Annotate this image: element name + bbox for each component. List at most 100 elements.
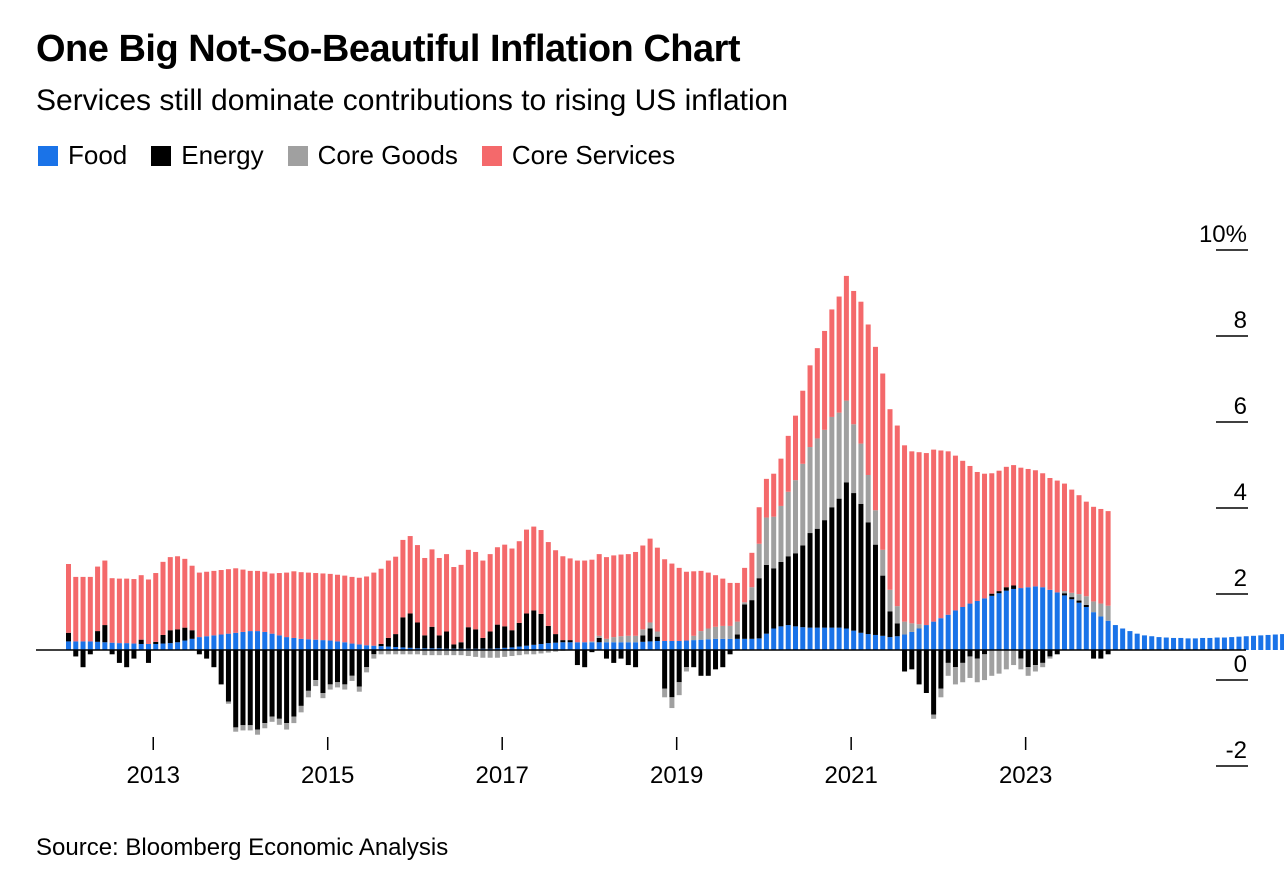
bar-core-services xyxy=(160,561,166,635)
bar-food xyxy=(524,645,530,650)
bar-core-goods xyxy=(742,602,748,605)
bar-food xyxy=(284,637,290,650)
bar-energy xyxy=(698,650,704,676)
bar-food xyxy=(436,648,442,650)
bar-core-goods xyxy=(1105,605,1111,621)
bar-food xyxy=(1265,634,1271,650)
bar-core-services xyxy=(545,542,551,626)
bar-energy xyxy=(284,650,290,724)
bar-core-services xyxy=(182,558,188,628)
bar-core-services xyxy=(429,549,435,627)
bar-core-services xyxy=(1061,483,1067,592)
bar-food xyxy=(567,642,573,650)
bar-core-services xyxy=(662,559,668,641)
bar-core-goods xyxy=(1003,650,1009,670)
bar-food xyxy=(843,628,849,650)
bar-core-goods xyxy=(603,638,609,643)
legend-item-food: Food xyxy=(38,140,127,171)
bar-energy xyxy=(436,635,442,649)
bar-energy xyxy=(843,482,849,629)
bar-food xyxy=(393,646,399,650)
bar-food xyxy=(967,603,973,650)
bar-energy xyxy=(654,636,660,641)
bar-core-services xyxy=(698,570,704,632)
bar-core-services xyxy=(553,550,559,635)
bar-energy xyxy=(553,634,559,643)
bar-core-services xyxy=(196,572,202,638)
bar-core-services xyxy=(734,582,740,622)
bar-energy xyxy=(465,627,471,649)
bar-food xyxy=(960,607,966,650)
bar-core-services xyxy=(618,554,624,637)
bar-food xyxy=(1236,636,1242,650)
bar-energy xyxy=(683,650,689,668)
bar-core-goods xyxy=(305,690,311,698)
bar-food xyxy=(611,642,617,650)
bar-core-services xyxy=(327,573,333,641)
bar-energy xyxy=(625,650,631,666)
bar-food xyxy=(1280,634,1284,650)
bar-energy xyxy=(102,625,108,643)
bar-core-goods xyxy=(822,429,828,521)
bar-core-services xyxy=(458,564,464,643)
bar-energy xyxy=(996,591,1002,594)
bar-core-goods xyxy=(720,625,726,639)
bar-energy xyxy=(756,578,762,639)
bar-energy xyxy=(633,650,639,668)
bar-core-services xyxy=(502,544,508,627)
bar-food xyxy=(705,639,711,650)
legend-item-core-services: Core Services xyxy=(481,140,676,171)
bar-food xyxy=(582,642,588,650)
bar-core-services xyxy=(916,452,922,625)
bar-core-services xyxy=(902,445,908,622)
legend-label-core-services: Core Services xyxy=(511,140,676,170)
bar-core-goods xyxy=(233,727,239,732)
bar-energy xyxy=(887,611,893,638)
bar-food xyxy=(509,647,515,650)
bar-core-services xyxy=(487,554,493,632)
bar-food xyxy=(1163,637,1169,650)
bar-core-services xyxy=(480,560,486,638)
bar-core-services xyxy=(102,560,108,626)
bar-energy xyxy=(829,507,835,628)
bar-food xyxy=(1258,635,1264,650)
bar-core-services xyxy=(1003,466,1009,588)
bar-food xyxy=(553,642,559,650)
bar-food xyxy=(603,642,609,650)
bar-energy xyxy=(865,522,871,635)
legend-item-core-goods: Core Goods xyxy=(287,140,458,171)
bar-energy xyxy=(531,610,537,645)
bar-food xyxy=(902,634,908,650)
bar-food xyxy=(320,640,326,650)
bar-energy xyxy=(938,650,944,689)
bar-energy xyxy=(371,650,377,655)
y-tick-label: 8 xyxy=(1234,307,1247,334)
bar-food xyxy=(822,627,828,650)
bar-energy xyxy=(385,637,391,647)
bar-food xyxy=(269,633,275,650)
bar-energy xyxy=(1076,600,1082,603)
bar-energy xyxy=(218,650,224,685)
bar-core-goods xyxy=(1083,596,1089,605)
bar-food xyxy=(1018,588,1024,650)
bar-core-goods xyxy=(444,650,450,656)
bar-core-services xyxy=(116,578,122,644)
bar-energy xyxy=(814,528,820,628)
bar-energy xyxy=(524,613,530,646)
bar-food xyxy=(1069,599,1075,650)
bar-core-services xyxy=(313,573,319,640)
bar-core-services xyxy=(66,564,71,633)
bar-energy xyxy=(778,561,784,627)
bar-core-services xyxy=(865,324,871,475)
bar-food xyxy=(342,642,348,650)
bar-energy xyxy=(1040,650,1046,663)
bar-food xyxy=(305,639,311,650)
bar-food xyxy=(952,610,958,650)
bar-core-goods xyxy=(902,621,908,635)
bar-core-goods xyxy=(436,650,442,656)
bar-food xyxy=(574,642,580,650)
bar-food xyxy=(131,643,137,650)
bar-core-goods xyxy=(465,650,471,657)
bar-energy xyxy=(451,644,457,649)
bar-energy xyxy=(66,632,71,642)
